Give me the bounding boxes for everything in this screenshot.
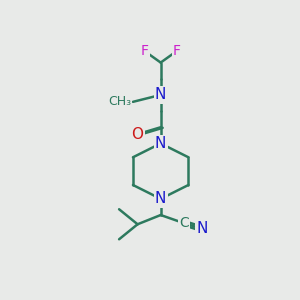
Text: CH₃: CH₃	[109, 95, 132, 108]
Text: N: N	[196, 221, 208, 236]
Text: F: F	[140, 44, 148, 58]
Text: F: F	[173, 44, 181, 58]
Text: N: N	[155, 136, 166, 151]
Text: N: N	[155, 87, 166, 102]
Text: O: O	[132, 127, 144, 142]
Text: C: C	[179, 216, 189, 230]
Text: N: N	[155, 191, 166, 206]
